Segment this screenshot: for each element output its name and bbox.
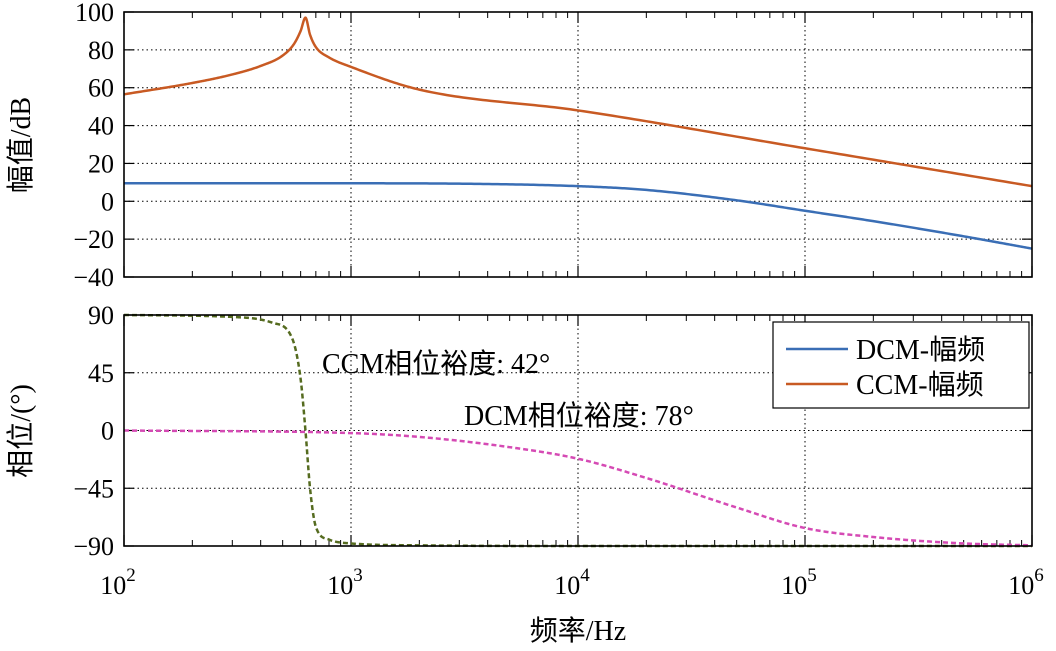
- phase-plot-frame: [123, 314, 1033, 547]
- phase-panel: −90 −45 0 45 90 102 103 104 105 106 相位/(°) 频率/Hz…: [5, 301, 1044, 647]
- legend-label-ccm: CCM-幅频: [856, 369, 984, 401]
- frequency-x-tick-label: 106: [1008, 565, 1044, 600]
- phase-y-tick-label: 0: [101, 417, 114, 446]
- magnitude-y-tick-label: 20: [88, 149, 114, 178]
- magnitude-y-tick-label: 60: [88, 74, 114, 103]
- phase-y-axis-label: 相位/(°): [5, 384, 37, 478]
- magnitude-y-tick-label: −40: [73, 263, 114, 292]
- legend-box: [772, 321, 1030, 409]
- magnitude-y-tick-label: 40: [88, 112, 114, 141]
- legend: DCM-幅频 CCM-幅频: [772, 321, 1030, 409]
- magnitude-series-0-line: [124, 182, 1033, 250]
- dcm-phase-margin-annotation: DCM相位裕度: 78°: [464, 400, 694, 432]
- magnitude-y-tick-label: −20: [73, 225, 114, 254]
- legend-label-dcm: DCM-幅频: [856, 334, 985, 366]
- magnitude-y-tick-label: 0: [101, 187, 114, 216]
- magnitude-series-1-line: [123, 16, 1033, 188]
- frequency-x-tick-label: 105: [781, 565, 817, 600]
- frequency-x-tick-label: 102: [100, 565, 136, 600]
- phase-y-tick-labels: −90 −45 0 45 90: [73, 301, 114, 561]
- frequency-x-tick-labels: 102 103 104 105 106: [100, 565, 1044, 600]
- phase-y-tick-label: −90: [73, 532, 114, 561]
- ccm-phase-margin-annotation: CCM相位裕度: 42°: [322, 348, 550, 380]
- magnitude-y-tick-labels: −40 −20 0 20 40 60 80 100: [73, 0, 114, 292]
- frequency-x-tick-label: 104: [554, 565, 590, 600]
- magnitude-plot-frame: [123, 11, 1033, 278]
- magnitude-panel: −40 −20 0 20 40 60 80 100 幅值/dB: [5, 0, 1033, 292]
- phase-y-tick-label: −45: [73, 474, 114, 503]
- magnitude-series: [123, 16, 1033, 250]
- frequency-x-tick-label: 103: [327, 565, 363, 600]
- frequency-x-axis-label: 频率/Hz: [530, 615, 626, 647]
- magnitude-grid: [124, 12, 1032, 277]
- magnitude-y-tick-label: 80: [88, 36, 114, 65]
- phase-series-1-line: [123, 429, 1033, 547]
- magnitude-y-tick-label: 100: [75, 0, 114, 27]
- phase-y-tick-label: 45: [88, 359, 114, 388]
- magnitude-y-axis-label: 幅值/dB: [5, 97, 37, 193]
- phase-y-tick-label: 90: [88, 301, 114, 330]
